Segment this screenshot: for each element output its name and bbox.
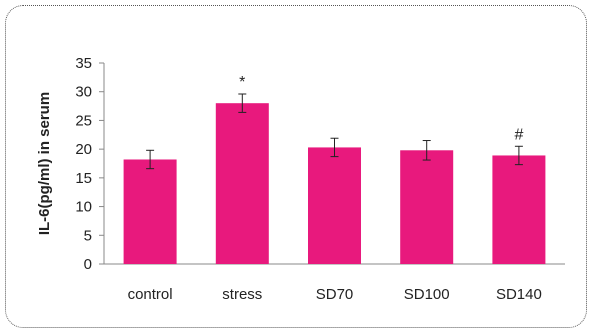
bar-control: [123, 159, 177, 264]
error-bars: [146, 93, 523, 170]
bar-SD70: [308, 147, 361, 264]
chart-frame: [5, 5, 587, 328]
y-tick-label: 10: [75, 199, 92, 216]
y-tick-label: 0: [84, 256, 92, 273]
bars: [123, 103, 546, 264]
y-tick-label: 5: [84, 227, 92, 244]
bar-SD140: [492, 155, 546, 264]
significance-marker-stress: *: [239, 74, 245, 91]
y-tick-labels: 0 5 10 15 20 25 30 35: [75, 55, 92, 273]
y-tick-label: 30: [75, 84, 92, 101]
significance-markers: *#: [239, 74, 523, 143]
y-tick-label: 15: [75, 170, 92, 187]
x-tick-label-stress: stress: [222, 286, 262, 303]
x-tick-label-control: control: [128, 286, 173, 303]
bar-stress: [215, 103, 269, 264]
x-tick-label-SD140: SD140: [496, 286, 542, 303]
y-tick-label: 20: [75, 141, 92, 158]
y-tick-label: 35: [75, 55, 92, 72]
y-tick-label: 25: [75, 112, 92, 129]
significance-marker-SD140: #: [514, 126, 523, 143]
x-tick-label-SD70: SD70: [316, 286, 354, 303]
x-tick-label-SD100: SD100: [404, 286, 450, 303]
y-axis-title: IL-6(pg/ml) in serum: [36, 92, 53, 235]
x-tick-labels: control stress SD70 SD100 SD140: [128, 286, 542, 303]
bar-SD100: [400, 150, 454, 264]
